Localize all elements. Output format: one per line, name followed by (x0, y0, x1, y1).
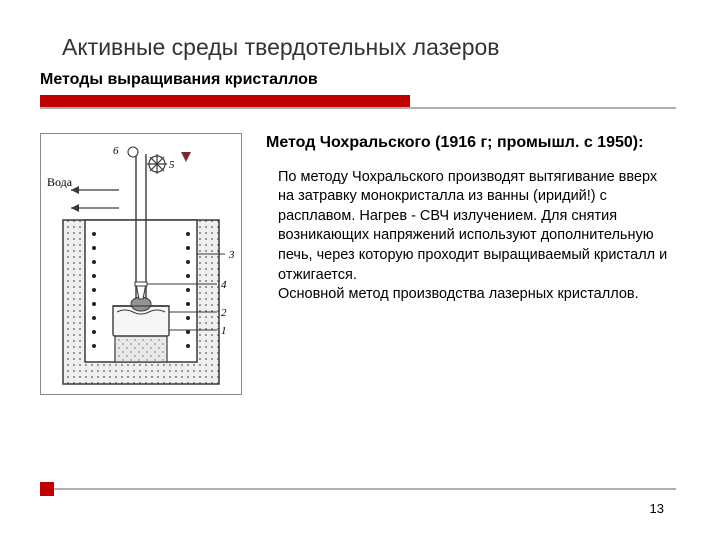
slide: Активные среды твердотельных лазеров Мет… (0, 0, 720, 540)
content-row: Вода 1 2 3 4 5 6 Метод Чохральского (191… (40, 133, 680, 395)
label-3: 3 (228, 249, 235, 261)
diagram-figure: Вода 1 2 3 4 5 6 (40, 133, 242, 395)
text-column: Метод Чохральского (1916 г; промышл. с 1… (266, 133, 680, 305)
label-6: 6 (113, 145, 119, 157)
page-title: Активные среды твердотельных лазеров (62, 34, 680, 61)
water-label: Вода (47, 175, 73, 189)
header-rule (40, 107, 676, 109)
label-1: 1 (221, 325, 227, 337)
page-number: 13 (650, 501, 664, 516)
label-2: 2 (221, 307, 227, 319)
footer-rule (40, 488, 676, 490)
body-text: По методу Чохральского производят вытяги… (266, 168, 680, 305)
label-5: 5 (169, 159, 175, 171)
label-4: 4 (221, 279, 227, 291)
page-subtitle: Методы выращивания кристаллов (40, 71, 680, 89)
footer-accent-square (40, 482, 54, 496)
method-title: Метод Чохральского (1916 г; промышл. с 1… (266, 133, 680, 154)
